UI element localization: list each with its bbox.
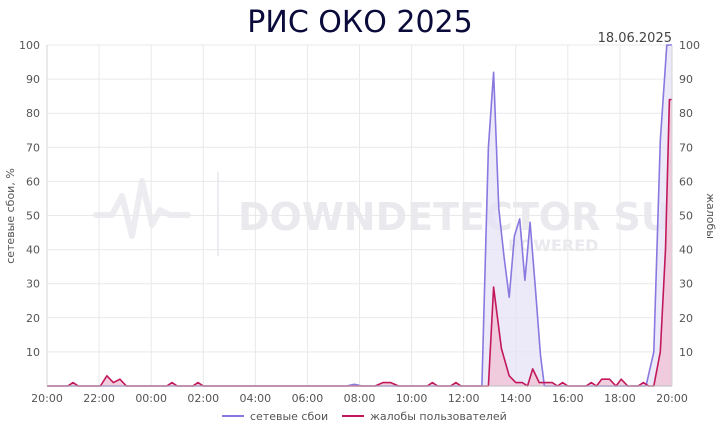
x-tick-label: 22:00 bbox=[83, 392, 115, 405]
y-tick-label-right: 80 bbox=[679, 107, 693, 120]
watermark-pulse-icon bbox=[93, 178, 191, 239]
date-label: 18.06.2025 bbox=[598, 31, 672, 46]
y-tick-label-left: 40 bbox=[26, 244, 40, 257]
x-tick-label: 12:00 bbox=[448, 392, 480, 405]
x-tick-label: 02:00 bbox=[187, 392, 219, 405]
watermark-text: DOWNDETECTOR SU bbox=[238, 195, 672, 239]
y-tick-label-right: 10 bbox=[679, 346, 693, 359]
y-tick-label-left: 100 bbox=[19, 39, 40, 52]
y-tick-label-right: 20 bbox=[679, 312, 693, 325]
y-tick-label-left: 80 bbox=[26, 107, 40, 120]
x-axis-ticks: 20:00 22:00 00:00 02:00 04:00 06:00 08:00 10:00… bbox=[31, 392, 688, 405]
legend-label-complaints: жалобы пользователей bbox=[370, 410, 507, 423]
y-tick-label-left: 70 bbox=[26, 141, 40, 154]
x-tick-label: 06:00 bbox=[292, 392, 324, 405]
x-tick-label: 14:00 bbox=[500, 392, 532, 405]
y-axis-left-ticks: 10 20 30 40 50 60 70 80 90 100 bbox=[19, 39, 40, 359]
x-tick-label: 04:00 bbox=[239, 392, 271, 405]
x-tick-label: 08:00 bbox=[344, 392, 376, 405]
x-tick-label: 18:00 bbox=[604, 392, 636, 405]
y-tick-label-right: 40 bbox=[679, 244, 693, 257]
x-tick-label: 00:00 bbox=[135, 392, 167, 405]
series-area-0 bbox=[47, 45, 672, 386]
y-tick-label-left: 50 bbox=[26, 210, 40, 223]
legend-label-network: сетевые сбои bbox=[250, 410, 328, 423]
y-axis-right-label: жалобы bbox=[704, 193, 717, 239]
y-tick-label-right: 50 bbox=[679, 210, 693, 223]
y-tick-label-left: 60 bbox=[26, 175, 40, 188]
y-tick-label-right: 30 bbox=[679, 278, 693, 291]
y-tick-label-left: 10 bbox=[26, 346, 40, 359]
y-axis-right-ticks: 10 20 30 40 50 60 70 80 90 100 bbox=[679, 39, 700, 359]
y-axis-left-label: сетевые сбои, % bbox=[4, 168, 17, 264]
y-tick-label-right: 100 bbox=[679, 39, 700, 52]
legend: сетевые сбои жалобы пользователей bbox=[222, 410, 507, 423]
y-tick-label-right: 90 bbox=[679, 73, 693, 86]
x-tick-label: 20:00 bbox=[31, 392, 63, 405]
plot-frame bbox=[46, 45, 673, 387]
y-tick-label-left: 90 bbox=[26, 73, 40, 86]
chart-title: РИС ОКО 2025 bbox=[247, 5, 472, 40]
x-tick-label: 20:00 bbox=[656, 392, 688, 405]
x-tick-label: 10:00 bbox=[396, 392, 428, 405]
grid bbox=[46, 44, 673, 386]
y-tick-label-left: 30 bbox=[26, 278, 40, 291]
y-tick-label-left: 20 bbox=[26, 312, 40, 325]
series-areas bbox=[47, 45, 672, 386]
x-tick-label: 16:00 bbox=[552, 392, 584, 405]
y-tick-label-right: 70 bbox=[679, 141, 693, 154]
y-tick-label-right: 60 bbox=[679, 175, 693, 188]
